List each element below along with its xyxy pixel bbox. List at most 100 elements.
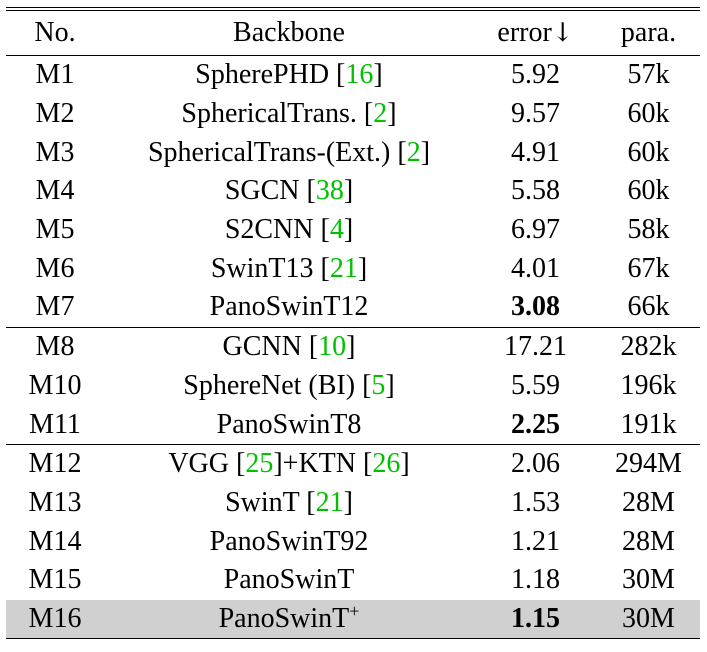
citation-link[interactable]: 10 [318, 331, 347, 363]
citation-link[interactable]: 38 [315, 175, 344, 207]
cell-para: 60k [627, 98, 670, 130]
down-arrow-icon: ↓ [551, 18, 574, 48]
backbone-name: SwinT [225, 486, 307, 518]
cell-backbone: VGG [25]+KTN [26] [104, 443, 474, 484]
cell-para: 57k [597, 54, 700, 95]
cell-no: M14 [28, 525, 82, 557]
cell-error: 3.08 [511, 291, 560, 323]
cell-error: 5.59 [511, 369, 560, 401]
header-error-label: error [497, 17, 552, 48]
cell-no: M12 [6, 443, 104, 484]
results-body: M1 SpherePHD [16] 5.92 57k M2 SphericalTrans.… [6, 54, 700, 640]
table-row: M5 S2CNN [4] 6.97 58k [6, 211, 700, 250]
cell-error: 1.15 [474, 599, 597, 640]
cell-no: M13 [28, 486, 82, 518]
backbone-name: SphericalTrans. [181, 98, 364, 130]
cell-backbone: PanoSwinT12 [104, 288, 474, 327]
cell-error: 5.58 [511, 175, 560, 207]
table-row: M11 PanoSwinT8 2.25 191k [6, 405, 700, 444]
citation-link[interactable]: 21 [315, 486, 344, 518]
results-table: No. Backbone error↓ para. M1 SpherePHD [1… [6, 7, 700, 640]
cell-para: 28M [622, 486, 675, 518]
header-row: No. Backbone error↓ para. [6, 8, 700, 56]
results-table-container: No. Backbone error↓ para. M1 SpherePHD [1… [6, 7, 700, 640]
cell-para: 58k [627, 214, 670, 246]
cell-backbone: PanoSwinT [104, 561, 474, 600]
header-error: error↓ [474, 8, 597, 56]
cell-para: 67k [627, 252, 670, 284]
table-row: M10 SphereNet (BI) [5] 5.59 196k [6, 367, 700, 406]
table-row: M3 SphericalTrans-(Ext.) [2] 4.91 60k [6, 133, 700, 172]
backbone-name: PanoSwinT [218, 602, 350, 634]
header-para: para. [597, 8, 700, 56]
table-row: M12 VGG [25]+KTN [26] 2.06 294M [6, 443, 700, 484]
cell-error: 1.53 [511, 486, 560, 518]
cell-para: 191k [620, 408, 677, 440]
cell-para: 28M [622, 525, 675, 557]
cell-backbone: GCNN [10] [104, 326, 474, 367]
cell-backbone: S2CNN [4] [224, 214, 354, 246]
table-row: M14 PanoSwinT92 1.21 28M [6, 522, 700, 561]
cell-backbone: SpherePHD [16] [104, 54, 474, 95]
cell-no: M5 [35, 214, 75, 246]
citation-link[interactable]: 2 [406, 136, 421, 168]
cell-no: M3 [35, 136, 75, 168]
header-no: No. [6, 8, 104, 56]
table-row: M7 PanoSwinT12 3.08 66k [6, 288, 700, 327]
table-row: M13 SwinT [21] 1.53 28M [6, 484, 700, 523]
table-row: M2 SphericalTrans. [2] 9.57 60k [6, 95, 700, 134]
cell-backbone: SphereNet (BI) [5] [183, 369, 395, 401]
cell-error: 2.06 [474, 443, 597, 484]
table-row: M16 PanoSwinT+ 1.15 30M [6, 599, 700, 640]
cell-no: M4 [35, 175, 75, 207]
cell-backbone: PanoSwinT8 [104, 405, 474, 444]
cell-backbone: SphericalTrans-(Ext.) [2] [147, 136, 431, 168]
citation-link[interactable]: 4 [329, 214, 344, 246]
cell-no: M10 [28, 369, 82, 401]
cell-para: 294M [597, 443, 700, 484]
backbone-name: SwinT13 [210, 252, 321, 284]
cell-error: 1.21 [511, 525, 560, 557]
cell-no: M1 [6, 54, 104, 95]
table-row: M4 SGCN [38] 5.58 60k [6, 172, 700, 211]
cell-para: 282k [597, 326, 700, 367]
cell-error: 9.57 [511, 98, 560, 130]
citation-link[interactable]: 2 [373, 98, 388, 130]
backbone-superscript: + [349, 600, 360, 621]
cell-error: 1.18 [511, 564, 560, 596]
cell-error: 6.97 [511, 214, 560, 246]
citation-link[interactable]: 26 [372, 448, 401, 480]
cell-para: 30M [597, 599, 700, 640]
backbone-name: SpherePHD [195, 59, 337, 91]
cell-error: 5.92 [474, 54, 597, 95]
backbone-name: SphereNet (BI) [183, 369, 363, 401]
citation-link[interactable]: 5 [371, 369, 386, 401]
cell-backbone: SGCN [38] [224, 175, 354, 207]
citation-link[interactable]: 16 [345, 59, 374, 91]
cell-backbone: SwinT [21] [225, 486, 353, 518]
cell-backbone: SphericalTrans. [2] [181, 98, 397, 130]
cell-backbone: PanoSwinT+ [104, 599, 474, 640]
header-backbone: Backbone [104, 8, 474, 56]
table-row: M8 GCNN [10] 17.21 282k [6, 326, 700, 367]
backbone-name: SphericalTrans-(Ext.) [147, 136, 398, 168]
citation-link[interactable]: 25 [245, 448, 274, 480]
backbone-name: GCNN [222, 331, 309, 363]
backbone-name: SGCN [224, 175, 307, 207]
cell-error: 2.25 [511, 408, 560, 440]
cell-error: 17.21 [474, 326, 597, 367]
backbone-name: PanoSwinT92 [209, 525, 369, 557]
backbone-name: PanoSwinT [223, 564, 355, 596]
citation-link[interactable]: 21 [329, 252, 358, 284]
table-row: M1 SpherePHD [16] 5.92 57k [6, 54, 700, 95]
cell-para: 196k [620, 369, 677, 401]
cell-para: 66k [627, 291, 670, 323]
cell-no: M2 [35, 98, 75, 130]
backbone-name: PanoSwinT12 [209, 291, 369, 323]
cell-no: M16 [6, 599, 104, 640]
cell-no: M7 [35, 291, 75, 323]
cell-para: 30M [622, 564, 675, 596]
cell-backbone: SwinT13 [21] [210, 252, 368, 284]
backbone-name: VGG [168, 448, 236, 480]
cell-error: 4.91 [511, 136, 560, 168]
